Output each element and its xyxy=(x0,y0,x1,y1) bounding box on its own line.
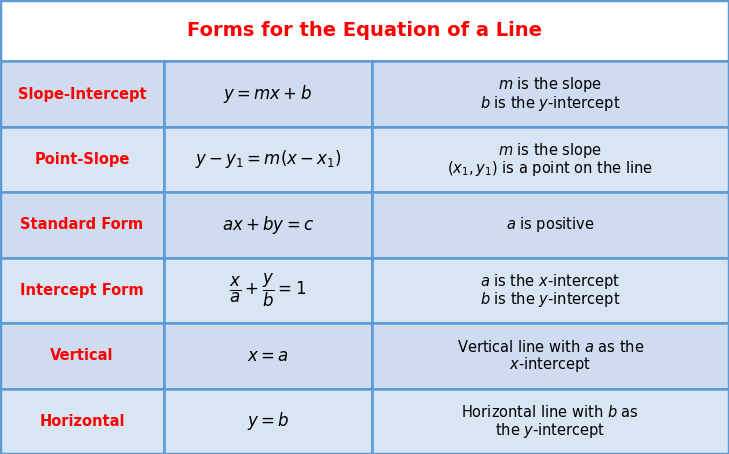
Text: $b$ is the $y$-intercept: $b$ is the $y$-intercept xyxy=(480,94,620,113)
Text: $b$ is the $y$-intercept: $b$ is the $y$-intercept xyxy=(480,290,620,309)
Text: $a$ is the $x$-intercept: $a$ is the $x$-intercept xyxy=(480,271,620,291)
Bar xyxy=(0,389,164,454)
Text: $m$ is the slope: $m$ is the slope xyxy=(499,141,602,160)
Bar xyxy=(164,257,372,323)
Text: Standard Form: Standard Form xyxy=(20,217,144,232)
Bar xyxy=(0,61,164,127)
Text: $y = mx+b$: $y = mx+b$ xyxy=(224,83,312,105)
Bar xyxy=(0,127,164,192)
Bar xyxy=(164,389,372,454)
Bar xyxy=(372,127,729,192)
Text: Slope-Intercept: Slope-Intercept xyxy=(17,87,147,102)
Bar xyxy=(0,192,164,258)
Bar xyxy=(372,192,729,258)
Text: Point-Slope: Point-Slope xyxy=(34,152,130,167)
Text: $m$ is the slope: $m$ is the slope xyxy=(499,75,602,94)
Bar xyxy=(0,257,164,323)
Bar xyxy=(372,257,729,323)
Text: $x = a$: $x = a$ xyxy=(247,347,289,365)
Text: Intercept Form: Intercept Form xyxy=(20,283,144,298)
Text: $y = b$: $y = b$ xyxy=(246,410,289,432)
Text: $a$ is positive: $a$ is positive xyxy=(506,215,595,234)
Text: Vertical line with $a$ as the: Vertical line with $a$ as the xyxy=(456,339,644,355)
Bar xyxy=(372,323,729,389)
Text: Horizontal line with $b$ as: Horizontal line with $b$ as xyxy=(461,404,639,420)
Text: $x$-intercept: $x$-intercept xyxy=(510,355,591,375)
Text: $ax+by = c$: $ax+by = c$ xyxy=(222,214,314,236)
Text: $(x_1, y_1)$ is a point on the line: $(x_1, y_1)$ is a point on the line xyxy=(448,159,653,178)
Bar xyxy=(0,0,729,61)
Bar xyxy=(0,323,164,389)
Text: Forms for the Equation of a Line: Forms for the Equation of a Line xyxy=(187,21,542,40)
Bar xyxy=(164,127,372,192)
Text: $\dfrac{x}{a}+\dfrac{y}{b}=1$: $\dfrac{x}{a}+\dfrac{y}{b}=1$ xyxy=(229,272,307,309)
Text: Horizontal: Horizontal xyxy=(39,414,125,429)
Bar xyxy=(372,389,729,454)
Bar xyxy=(164,192,372,258)
Bar xyxy=(372,61,729,127)
Bar xyxy=(164,323,372,389)
Text: Vertical: Vertical xyxy=(50,348,114,363)
Bar xyxy=(164,61,372,127)
Text: $y-y_1 = m(x-x_1)$: $y-y_1 = m(x-x_1)$ xyxy=(195,148,341,170)
Text: the $y$-intercept: the $y$-intercept xyxy=(495,421,606,440)
